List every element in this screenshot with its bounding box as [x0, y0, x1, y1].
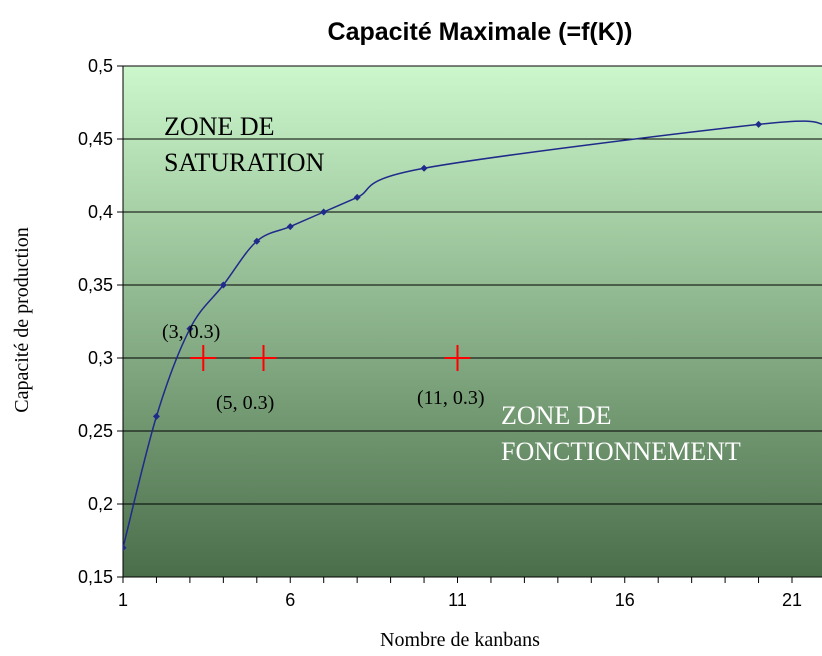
y-tick-label: 0,25: [78, 421, 113, 441]
x-axis-label: Nombre de kanbans: [380, 629, 540, 651]
annotation-11: (11, 0.3): [417, 387, 485, 409]
y-tick-label: 0,5: [88, 56, 113, 76]
zone-saturation-line1: ZONE DE: [164, 112, 274, 141]
data-point: [186, 325, 194, 333]
plot-area: [123, 66, 822, 577]
cross-marker: [444, 345, 471, 371]
data-point: [353, 193, 361, 201]
zone-saturation-line2: SATURATION: [164, 148, 325, 177]
cross-marker: [250, 345, 277, 371]
series: [123, 120, 822, 552]
zone-fonctionnement-line1: ZONE DE: [501, 401, 611, 430]
data-point: [420, 164, 428, 172]
axes: [117, 65, 822, 583]
y-tick-label: 0,45: [78, 129, 113, 149]
point-markers: [190, 345, 471, 371]
chart-title: Capacité Maximale (=f(K)): [328, 18, 633, 46]
annotation-3: (3, 0.3): [162, 321, 220, 343]
y-tick-labels: 0,15 0,2 0,25 0,3 0,35 0,4 0,45 0,5: [78, 56, 113, 587]
data-point: [152, 412, 160, 420]
data-point: [320, 208, 328, 216]
x-tick-label: 1: [118, 590, 128, 610]
grid: [123, 65, 822, 505]
x-tick-label: 11: [448, 590, 467, 610]
x-tick-label: 16: [615, 590, 635, 610]
data-point: [286, 223, 294, 231]
data-point: [123, 544, 127, 552]
y-tick-label: 0,4: [88, 202, 113, 222]
series-line: [123, 120, 822, 548]
zone-fonctionnement-line2: FONCTIONNEMENT: [501, 437, 741, 466]
data-point: [755, 120, 763, 128]
x-tick-label: 6: [285, 590, 295, 610]
data-point: [253, 237, 261, 245]
annotation-5: (5, 0.3): [216, 392, 274, 414]
y-tick-label: 0,2: [88, 494, 113, 514]
y-tick-label: 0,3: [88, 348, 113, 368]
x-tick-labels: 1 6 11 16 21: [118, 590, 802, 610]
y-axis-label: Capacité de production: [11, 227, 33, 413]
y-tick-label: 0,35: [78, 275, 113, 295]
y-tick-label: 0,15: [78, 567, 113, 587]
cross-marker: [190, 345, 217, 371]
x-tick-label: 21: [782, 590, 802, 610]
data-point: [219, 281, 227, 289]
